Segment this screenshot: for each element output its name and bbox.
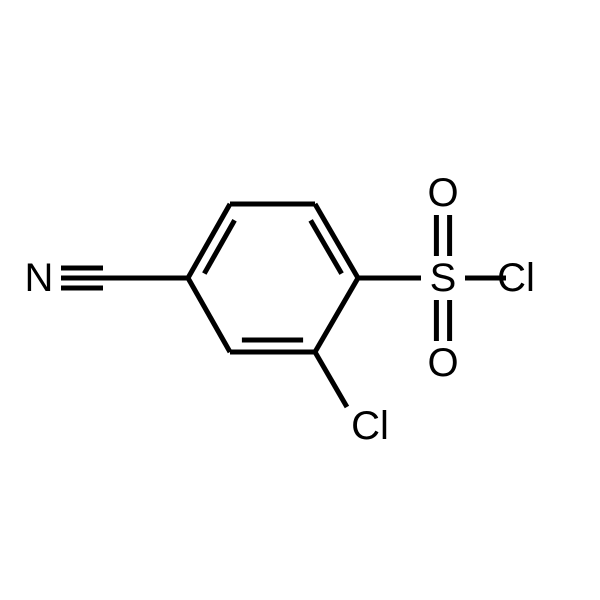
bond-line xyxy=(188,278,230,352)
bond-line xyxy=(204,220,234,273)
atom-label-cl_ring: Cl xyxy=(351,404,389,448)
molecule-diagram: N Cl SO O Cl xyxy=(0,0,600,600)
atom-label-cl_sulfonyl: Cl xyxy=(497,256,535,300)
atom-label-n_nitrile: N xyxy=(25,256,54,300)
bond-line xyxy=(315,278,358,352)
bond-line xyxy=(315,352,347,407)
atom-label-o_bottom: O xyxy=(427,341,458,385)
bond-line xyxy=(311,220,342,273)
atom-label-o_top: O xyxy=(427,171,458,215)
labels-group: N Cl SO O Cl xyxy=(25,171,535,448)
atom-label-s_sulfonyl: S xyxy=(430,256,457,300)
